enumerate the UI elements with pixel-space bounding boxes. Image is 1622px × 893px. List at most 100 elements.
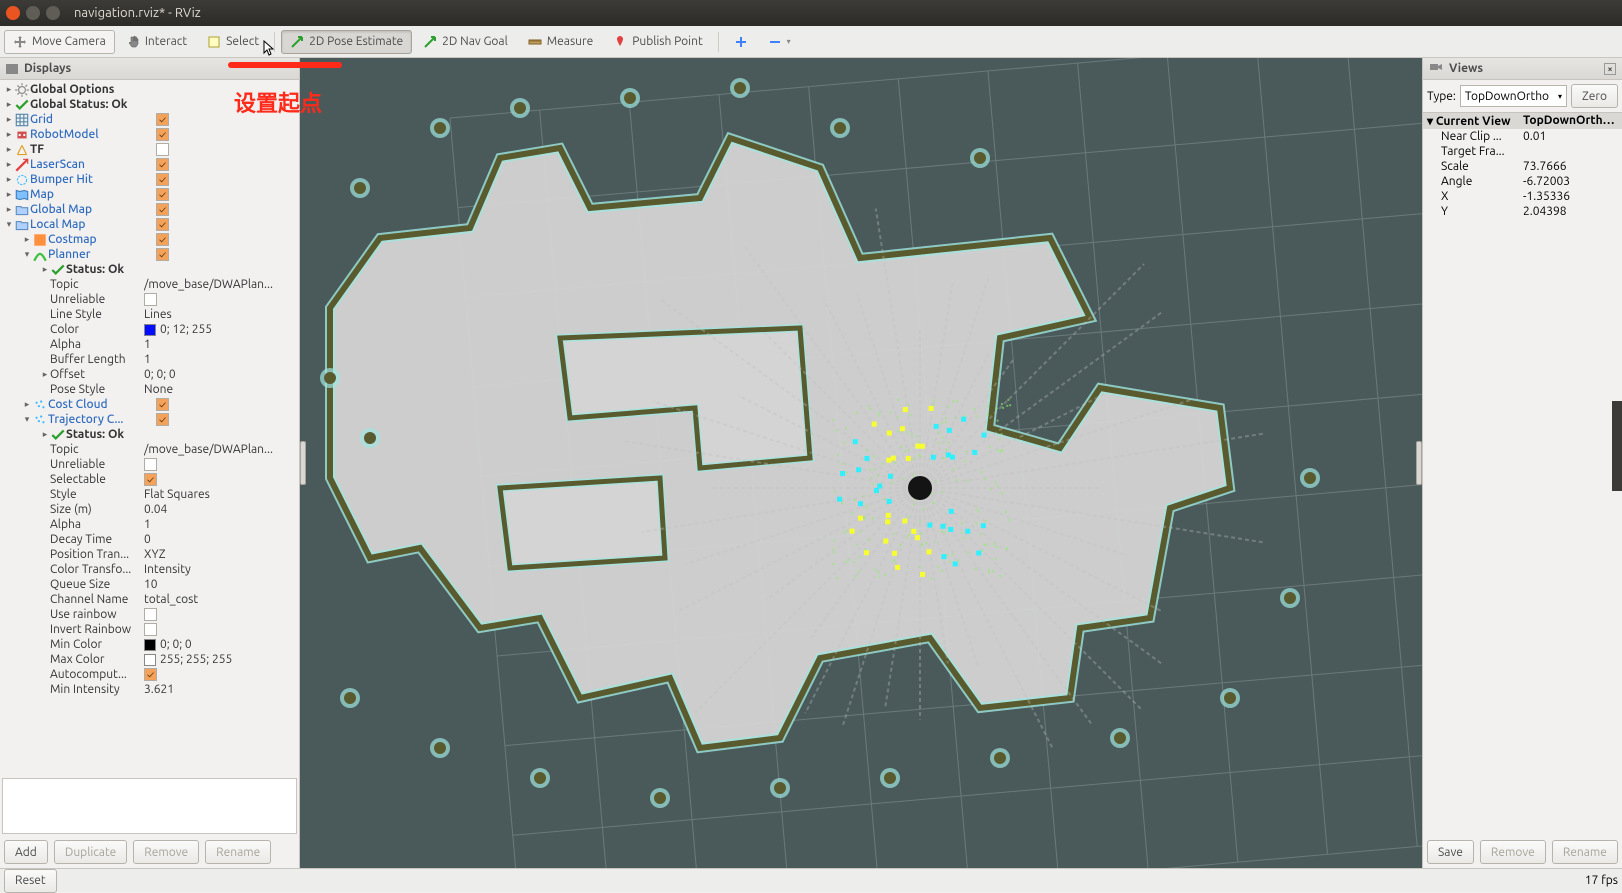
visibility-checkbox[interactable] <box>156 203 169 216</box>
prop-value[interactable]: 0; 12; 255 <box>144 323 299 336</box>
tree-row[interactable]: ▸Status: Ok <box>0 262 299 277</box>
visibility-checkbox[interactable] <box>156 218 169 231</box>
prop-value[interactable]: 0; 0; 0 <box>144 638 299 651</box>
nav-goal-button[interactable]: 2D Nav Goal <box>414 30 517 54</box>
measure-button[interactable]: Measure <box>519 30 602 54</box>
tree-row[interactable]: Pose StyleNone <box>0 382 299 397</box>
splitter-right[interactable] <box>1416 441 1422 485</box>
tree-row[interactable]: ▸Status: Ok <box>0 427 299 442</box>
visibility-checkbox[interactable] <box>156 188 169 201</box>
save-button[interactable]: Save <box>1427 840 1474 864</box>
prop-checkbox[interactable] <box>144 473 157 486</box>
prop-checkbox[interactable] <box>144 293 157 306</box>
view-property-row[interactable]: Near Clip ...0.01 <box>1423 129 1622 144</box>
pose-estimate-button[interactable]: 2D Pose Estimate <box>281 30 412 54</box>
tree-row[interactable]: Alpha1 <box>0 337 299 352</box>
visibility-checkbox[interactable] <box>156 143 169 156</box>
select-button[interactable]: Select <box>198 30 268 54</box>
tree-row[interactable]: ▸Offset0; 0; 0 <box>0 367 299 382</box>
tree-row[interactable]: Position Tran...XYZ <box>0 547 299 562</box>
view-property-row[interactable]: Target Fra... <box>1423 144 1622 159</box>
visibility-checkbox[interactable] <box>156 113 169 126</box>
visibility-checkbox[interactable] <box>156 158 169 171</box>
prop-value[interactable]: Flat Squares <box>144 488 299 501</box>
prop-value[interactable]: 0.04 <box>144 503 299 516</box>
tree-row[interactable]: Buffer Length1 <box>0 352 299 367</box>
prop-value[interactable]: Intensity <box>144 563 299 576</box>
tree-row[interactable]: ▾Local Map <box>0 217 299 232</box>
tree-row[interactable]: Max Color255; 255; 255 <box>0 652 299 667</box>
tree-row[interactable]: ▸Cost Cloud <box>0 397 299 412</box>
viewport-3d[interactable] <box>300 58 1422 868</box>
move-camera-button[interactable]: Move Camera <box>4 30 115 54</box>
tree-row[interactable]: ▾Trajectory C... <box>0 412 299 427</box>
tree-row[interactable]: ▸Map <box>0 187 299 202</box>
tree-row[interactable]: Unreliable <box>0 457 299 472</box>
tree-row[interactable]: Line StyleLines <box>0 307 299 322</box>
visibility-checkbox[interactable] <box>156 413 169 426</box>
tree-row[interactable]: Use rainbow <box>0 607 299 622</box>
tree-row[interactable]: ▸RobotModel <box>0 127 299 142</box>
tree-row[interactable]: Autocomput... <box>0 667 299 682</box>
visibility-checkbox[interactable] <box>156 398 169 411</box>
prop-checkbox[interactable] <box>144 458 157 471</box>
prop-value[interactable]: total_cost <box>144 593 299 606</box>
prop-value[interactable]: 0; 0; 0 <box>144 368 299 381</box>
rename-button[interactable]: Rename <box>205 840 271 864</box>
prop-value[interactable]: XYZ <box>144 548 299 561</box>
tree-row[interactable]: Decay Time0 <box>0 532 299 547</box>
prop-checkbox[interactable] <box>144 608 157 621</box>
tree-row[interactable]: Color0; 12; 255 <box>0 322 299 337</box>
visibility-checkbox[interactable] <box>156 128 169 141</box>
prop-checkbox[interactable] <box>144 623 157 636</box>
duplicate-button[interactable]: Duplicate <box>54 840 127 864</box>
window-close-icon[interactable] <box>6 6 20 20</box>
interact-button[interactable]: Interact <box>117 30 196 54</box>
prop-value[interactable]: None <box>144 383 299 396</box>
visibility-checkbox[interactable] <box>156 233 169 246</box>
tree-row[interactable]: Unreliable <box>0 292 299 307</box>
prop-value[interactable]: 3.621 <box>144 683 299 696</box>
add-tool-button[interactable] <box>725 30 757 54</box>
view-property-row[interactable]: X-1.35336 <box>1423 189 1622 204</box>
tree-row[interactable]: Invert Rainbow <box>0 622 299 637</box>
tree-row[interactable]: Color Transfo...Intensity <box>0 562 299 577</box>
tree-row[interactable]: StyleFlat Squares <box>0 487 299 502</box>
tree-row[interactable]: Alpha1 <box>0 517 299 532</box>
view-property-row[interactable]: Scale73.7666 <box>1423 159 1622 174</box>
prop-value[interactable]: 1 <box>144 518 299 531</box>
tree-row[interactable]: ▸Bumper Hit <box>0 172 299 187</box>
displays-tree[interactable]: ▸Global Options▸Global Status: Ok▸Grid▸R… <box>0 80 299 776</box>
prop-checkbox[interactable] <box>144 668 157 681</box>
tree-row[interactable]: Min Color0; 0; 0 <box>0 637 299 652</box>
rename-button[interactable]: Rename <box>1552 840 1618 864</box>
tree-row[interactable]: ▸Global Map <box>0 202 299 217</box>
prop-value[interactable]: 255; 255; 255 <box>144 653 299 666</box>
tree-row[interactable]: Channel Nametotal_cost <box>0 592 299 607</box>
prop-value[interactable]: /move_base/DWAPlan... <box>144 443 299 456</box>
tree-row[interactable]: Topic/move_base/DWAPlan... <box>0 442 299 457</box>
prop-value[interactable]: 0 <box>144 533 299 546</box>
tree-row[interactable]: ▾Planner <box>0 247 299 262</box>
reset-button[interactable]: Reset <box>4 869 57 893</box>
prop-value[interactable]: /move_base/DWAPlan... <box>144 278 299 291</box>
tree-row[interactable]: Topic/move_base/DWAPlan... <box>0 277 299 292</box>
window-maximize-icon[interactable] <box>46 6 60 20</box>
tree-row[interactable]: Selectable <box>0 472 299 487</box>
tree-row[interactable]: Queue Size10 <box>0 577 299 592</box>
tree-row[interactable]: ▸Costmap <box>0 232 299 247</box>
prop-value[interactable]: Lines <box>144 308 299 321</box>
view-property-row[interactable]: Y2.04398 <box>1423 204 1622 219</box>
tree-row[interactable]: Min Intensity3.621 <box>0 682 299 697</box>
visibility-checkbox[interactable] <box>156 248 169 261</box>
remove-button[interactable]: Remove <box>133 840 199 864</box>
tree-row[interactable]: Size (m)0.04 <box>0 502 299 517</box>
tree-row[interactable]: ▸LaserScan <box>0 157 299 172</box>
window-minimize-icon[interactable] <box>26 6 40 20</box>
remove-button[interactable]: Remove <box>1480 840 1546 864</box>
close-icon[interactable]: × <box>1604 63 1616 75</box>
view-property-row[interactable]: Angle-6.72003 <box>1423 174 1622 189</box>
tree-row[interactable]: ▸TF <box>0 142 299 157</box>
prop-value[interactable]: 1 <box>144 353 299 366</box>
zero-button[interactable]: Zero <box>1571 84 1618 108</box>
